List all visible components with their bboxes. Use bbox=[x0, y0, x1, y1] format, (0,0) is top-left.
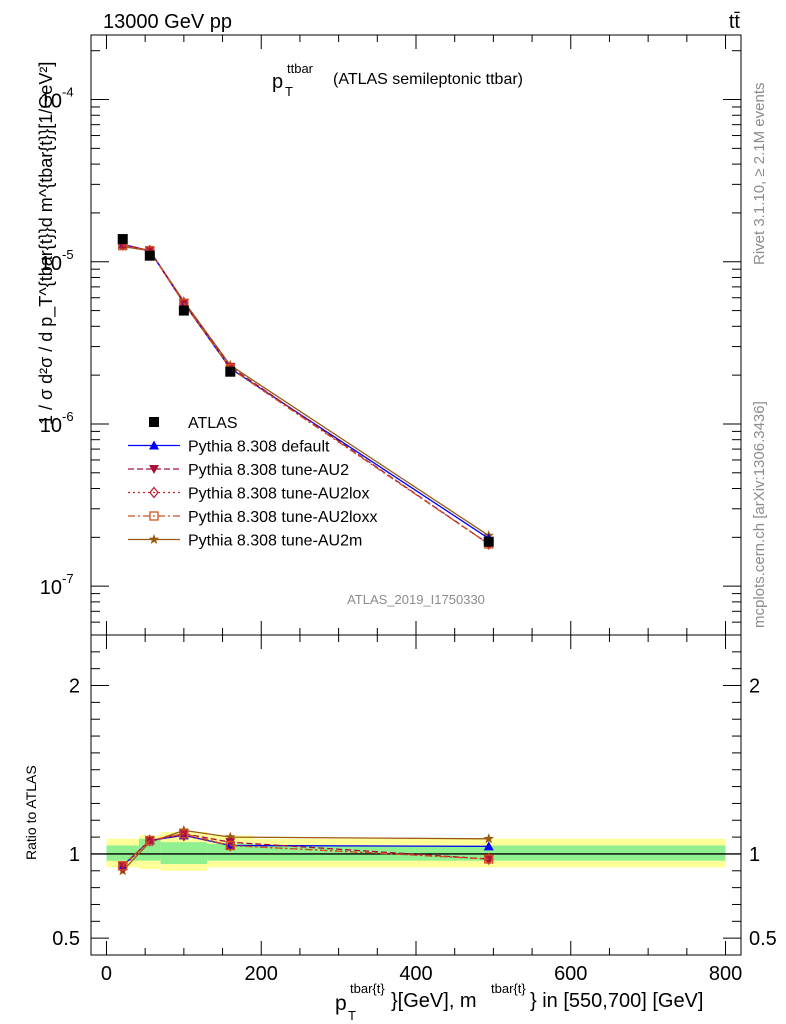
xlabel-sup1: tbar{t} bbox=[350, 981, 385, 996]
main-ytick-label: 10 bbox=[40, 253, 62, 275]
ratio-xtick-label: 0 bbox=[101, 963, 112, 985]
main-series-line bbox=[122, 244, 490, 545]
legend-label: Pythia 8.308 tune-AU2m bbox=[188, 533, 362, 550]
band-inner bbox=[253, 845, 726, 861]
x-axis-label: p tbar{t} T }[GeV], m tbar{t} } in [550,… bbox=[335, 981, 703, 1023]
ratio-ytick-label: 1 bbox=[69, 844, 80, 866]
legend: ATLAS Pythia 8.308 default Pythia 8.308 tu… bbox=[128, 415, 377, 550]
ratio-ylabel: Ratio to ATLAS bbox=[23, 765, 39, 860]
main-point bbox=[117, 234, 128, 245]
ratio-ytick-label-right: 2 bbox=[749, 676, 760, 698]
main-series-0 bbox=[117, 234, 494, 547]
xlabel-mid: }[GeV], m bbox=[391, 990, 477, 1012]
legend-entry: Pythia 8.308 tune-AU2loxx bbox=[128, 509, 377, 526]
main-ytick-exp: -6 bbox=[62, 409, 74, 424]
ratio-ticks: 0.5 0.5 1 1 2 2 0 200 400 600 800 bbox=[52, 635, 777, 985]
ratio-series bbox=[117, 824, 494, 876]
legend-entry: Pythia 8.308 tune-AU2 bbox=[128, 462, 349, 479]
band-inner bbox=[106, 845, 139, 861]
ratio-ytick-label: 0.5 bbox=[52, 928, 80, 950]
legend-marker bbox=[149, 440, 159, 450]
ratio-frame bbox=[90, 634, 742, 956]
title-sup: ttbar bbox=[287, 61, 314, 76]
title-sub: T bbox=[285, 84, 293, 99]
title-rest: (ATLAS semileptonic ttbar) bbox=[333, 71, 523, 88]
band-inner bbox=[160, 842, 208, 865]
band-inner bbox=[138, 838, 161, 861]
ratio-point bbox=[179, 829, 189, 839]
ratio-point bbox=[483, 852, 494, 866]
main-point bbox=[225, 366, 236, 377]
ratio-point bbox=[225, 838, 236, 848]
ratio-series-3 bbox=[118, 829, 494, 871]
ratio-series-line bbox=[122, 833, 489, 867]
ratio-xtick-label: 800 bbox=[709, 963, 742, 985]
xlabel-sup2: tbar{t} bbox=[491, 981, 526, 996]
main-ytick-label: 10 bbox=[40, 577, 62, 599]
ratio-ytick-label-right: 0.5 bbox=[749, 928, 777, 950]
xlabel-main: p bbox=[335, 992, 347, 1015]
legend-marker bbox=[149, 417, 159, 427]
legend-label: Pythia 8.308 tune-AU2 bbox=[188, 462, 349, 479]
main-point bbox=[178, 305, 189, 316]
ratio-point bbox=[484, 854, 494, 864]
mcplots-label: mcplots.cern.ch [arXiv:1306.3436] bbox=[751, 401, 768, 628]
legend-marker bbox=[149, 511, 159, 521]
legend-label: Pythia 8.308 tune-AU2loxx bbox=[188, 509, 377, 526]
band-inner bbox=[207, 843, 254, 861]
main-ytick-exp: -7 bbox=[62, 571, 74, 586]
ratio-ytick-label-right: 1 bbox=[749, 844, 760, 866]
main-panel: 10-710-610-510-4 ATLAS_2019_I1750330 p t… bbox=[36, 34, 742, 636]
ratio-bands bbox=[91, 832, 741, 871]
main-series bbox=[117, 234, 494, 551]
legend-entry: Pythia 8.308 tune-AU2m bbox=[128, 533, 362, 550]
analysis-label: ATLAS_2019_I1750330 bbox=[347, 592, 485, 607]
xlabel-end: } in [550,700] [GeV] bbox=[530, 990, 703, 1012]
ratio-panel: 0.5 0.5 1 1 2 2 0 200 400 600 800 Ratio to ATLAS p… bbox=[23, 634, 777, 1023]
main-ytick-label: 10 bbox=[40, 415, 62, 437]
ratio-point bbox=[225, 831, 236, 842]
ratio-xtick-label: 400 bbox=[399, 963, 432, 985]
title-main: p bbox=[272, 71, 283, 93]
main-ytick-exp: -5 bbox=[62, 247, 74, 262]
main-ticks: 10-710-610-510-4 bbox=[40, 35, 741, 636]
ratio-ytick-label: 2 bbox=[69, 676, 80, 698]
ratio-point bbox=[145, 835, 155, 846]
ratio-point bbox=[118, 861, 128, 871]
ratio-xtick-label: 600 bbox=[554, 963, 587, 985]
legend-entry: Pythia 8.308 default bbox=[128, 439, 330, 456]
legend-marker bbox=[148, 534, 160, 544]
legend-marker bbox=[149, 465, 159, 474]
plot-title: p ttbar T (ATLAS semileptonic ttbar) bbox=[272, 61, 523, 99]
ratio-xtick-label: 200 bbox=[245, 963, 278, 985]
ratio-point bbox=[483, 841, 494, 851]
main-ytick-exp: -4 bbox=[62, 85, 74, 100]
ratio-point bbox=[225, 840, 235, 851]
ratio-point bbox=[483, 833, 494, 844]
legend-label: Pythia 8.308 default bbox=[188, 439, 330, 456]
main-point bbox=[483, 536, 494, 547]
ratio-point bbox=[117, 861, 128, 874]
rivet-label: Rivet 3.1.10, ≥ 2.1M events bbox=[751, 83, 768, 266]
ratio-point bbox=[225, 839, 236, 852]
main-ylabel: 1 / σ d²σ / d p_T^{tbar{t}}d m^{tbar{t}}… bbox=[36, 62, 57, 425]
legend-label: Pythia 8.308 tune-AU2lox bbox=[188, 486, 369, 503]
legend-entry: Pythia 8.308 tune-AU2lox bbox=[128, 486, 369, 503]
ratio-point bbox=[144, 834, 155, 847]
main-series-3 bbox=[117, 238, 494, 551]
ratio-point bbox=[179, 829, 189, 842]
energy-label: 13000 GeV pp bbox=[103, 11, 232, 33]
main-point bbox=[144, 250, 155, 261]
legend-entry: ATLAS bbox=[149, 415, 238, 432]
main-ytick-label: 10 bbox=[40, 91, 62, 113]
process-label: tt̄ bbox=[729, 11, 741, 33]
legend-marker bbox=[149, 486, 159, 499]
xlabel-sub1: T bbox=[348, 1008, 356, 1023]
legend-label: ATLAS bbox=[188, 415, 238, 432]
